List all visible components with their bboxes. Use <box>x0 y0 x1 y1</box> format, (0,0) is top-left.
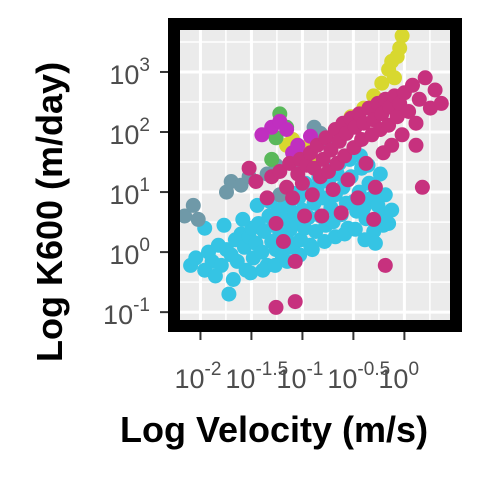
data-point <box>405 77 420 93</box>
data-point <box>389 109 405 125</box>
data-point <box>417 70 433 86</box>
data-point <box>384 137 400 153</box>
data-point <box>241 160 257 176</box>
data-point <box>340 172 356 188</box>
x-tick-label: 10-1.5 <box>225 359 288 394</box>
data-point <box>285 190 301 206</box>
data-point <box>358 155 374 171</box>
data-point <box>216 217 232 233</box>
data-point <box>314 208 330 224</box>
data-point <box>287 253 303 269</box>
data-point <box>180 208 193 224</box>
data-point <box>290 137 306 153</box>
data-point <box>384 202 400 218</box>
data-point <box>207 268 223 284</box>
x-tick-label: 10-2 <box>174 359 221 394</box>
y-tick-label: 103 <box>109 55 150 90</box>
data-point <box>268 216 284 231</box>
data-point <box>190 211 206 227</box>
plot-panel-border <box>168 18 462 332</box>
data-point <box>401 104 417 119</box>
y-tick-label: 101 <box>109 175 150 210</box>
data-point <box>394 127 410 143</box>
data-point <box>389 49 405 65</box>
data-point <box>325 182 341 198</box>
data-point <box>367 235 383 251</box>
data-point <box>279 122 295 137</box>
data-point <box>287 294 303 310</box>
data-point <box>374 75 390 91</box>
data-point <box>185 197 201 213</box>
data-points <box>180 30 449 315</box>
data-point <box>294 175 310 191</box>
axis-ticks <box>160 70 406 340</box>
data-point <box>304 187 320 203</box>
data-point <box>366 211 382 227</box>
data-point <box>333 205 349 221</box>
data-point <box>264 151 280 167</box>
y-axis-title: Log K600 (m/day) <box>29 62 70 362</box>
data-point <box>254 244 270 260</box>
data-point <box>259 190 275 206</box>
data-point <box>248 174 264 189</box>
data-point <box>267 257 283 273</box>
x-tick-label: 10-0.5 <box>327 359 390 394</box>
x-tick-label: 100 <box>378 359 419 394</box>
y-tick-label: 10-1 <box>103 295 150 330</box>
y-tick-labels: 10-1 100 101 102 103 <box>103 55 150 330</box>
data-point <box>304 242 320 258</box>
data-point <box>408 137 424 153</box>
data-point <box>221 286 237 302</box>
data-point <box>367 179 383 195</box>
data-point <box>433 95 449 111</box>
data-point <box>243 265 259 281</box>
data-point <box>297 208 313 224</box>
data-point <box>225 272 241 287</box>
data-point <box>254 127 270 143</box>
x-tick-label: 10-1 <box>276 359 323 394</box>
data-point <box>394 30 410 44</box>
data-point <box>255 262 271 278</box>
data-point <box>275 234 291 249</box>
data-point <box>268 299 284 315</box>
data-point <box>272 164 288 179</box>
data-point <box>414 179 430 195</box>
data-point <box>347 221 363 237</box>
y-tick-label: 100 <box>109 235 150 270</box>
data-point <box>377 257 393 273</box>
data-point <box>408 115 424 131</box>
data-point <box>427 82 443 98</box>
y-tick-label: 102 <box>109 115 150 150</box>
x-axis-title: Log Velocity (m/s) <box>120 409 428 450</box>
data-point <box>235 211 251 227</box>
data-point <box>188 250 204 266</box>
data-point <box>350 190 366 206</box>
data-point <box>372 166 388 182</box>
data-point <box>411 91 427 107</box>
data-point <box>387 70 402 86</box>
